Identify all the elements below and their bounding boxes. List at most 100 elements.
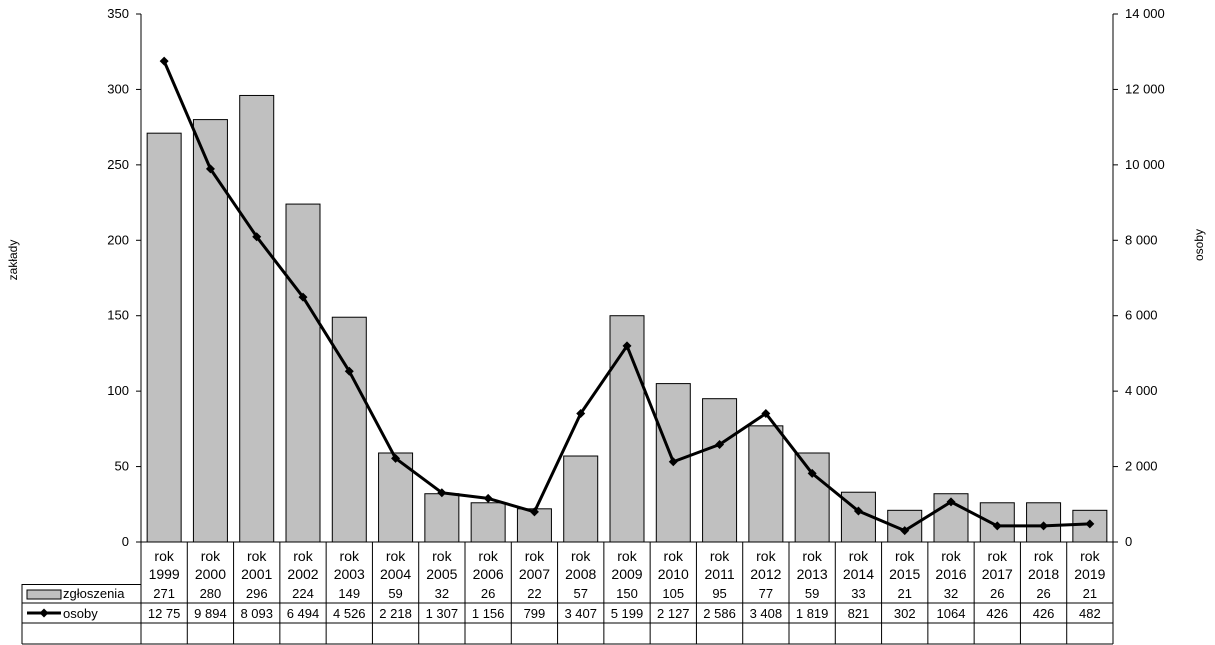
line-point: [946, 497, 956, 507]
x-tick-label: 2005: [426, 566, 457, 582]
y-axis-left-title: zakłady: [6, 240, 20, 281]
x-tick-label: 2017: [982, 566, 1013, 582]
line-point: [252, 232, 262, 242]
y-tick-label-left: 150: [107, 308, 129, 323]
data-label: 482: [1079, 606, 1101, 621]
data-label: 296: [246, 586, 268, 601]
data-label: 271: [153, 586, 175, 601]
x-tick-label: rok: [247, 548, 267, 564]
x-tick-label: rok: [293, 548, 313, 564]
bar: [609, 315, 645, 543]
data-label: 1 307: [426, 606, 459, 621]
data-label: 59: [388, 586, 402, 601]
x-tick-label: rok: [340, 548, 360, 564]
data-label: 821: [848, 606, 870, 621]
data-label: 149: [338, 586, 360, 601]
line-point: [437, 488, 447, 498]
line-point: [529, 507, 539, 517]
y-tick-label-left: 350: [107, 6, 129, 21]
x-tick-label: rok: [895, 548, 915, 564]
data-label: 1 819: [796, 606, 829, 621]
data-label: 95: [712, 586, 726, 601]
x-tick-label: rok: [432, 548, 452, 564]
line-point: [1085, 519, 1095, 529]
data-label: 59: [805, 586, 819, 601]
data-label: 150: [616, 586, 638, 601]
x-tick-label: 2004: [380, 566, 411, 582]
x-tick-label: 2019: [1074, 566, 1105, 582]
x-tick-label: rok: [710, 548, 730, 564]
y-tick-label-right: 0: [1125, 534, 1132, 549]
data-label: 77: [759, 586, 773, 601]
x-tick-label: 2013: [797, 566, 828, 582]
data-label: 426: [1033, 606, 1055, 621]
y-tick-label-right: 8 000: [1125, 232, 1158, 247]
bar: [239, 94, 275, 543]
legend-key-zgloszenia: [26, 589, 62, 600]
x-tick-label: rok: [478, 548, 498, 564]
data-label: 32: [435, 586, 449, 601]
legend-label: osoby: [63, 606, 98, 621]
data-label: 21: [1083, 586, 1097, 601]
data-label: 4 526: [333, 606, 366, 621]
bar: [424, 493, 460, 543]
data-label: 21: [897, 586, 911, 601]
y-tick-label-right: 10 000: [1125, 157, 1165, 172]
line-point: [298, 292, 308, 302]
x-tick-label: rok: [849, 548, 869, 564]
x-tick-label: rok: [941, 548, 961, 564]
y-tick-label-right: 4 000: [1125, 383, 1158, 398]
y-tick-label-right: 12 000: [1125, 81, 1165, 96]
data-label: 22: [527, 586, 541, 601]
y-tick-label-left: 50: [115, 459, 129, 474]
x-tick-label: rok: [525, 548, 545, 564]
data-label: 426: [986, 606, 1008, 621]
line-point: [992, 521, 1002, 531]
x-tick-label: rok: [201, 548, 221, 564]
data-label: 26: [1036, 586, 1050, 601]
data-label: 26: [990, 586, 1004, 601]
bar: [285, 203, 321, 543]
x-tick-label: rok: [617, 548, 637, 564]
line-point: [807, 468, 817, 478]
bar: [146, 132, 182, 543]
line-point: [391, 453, 401, 463]
data-label: 6 494: [287, 606, 320, 621]
line-point: [622, 341, 632, 351]
data-label: 32: [944, 586, 958, 601]
line-point: [159, 56, 169, 66]
line-point: [761, 408, 771, 418]
x-tick-label: 2000: [195, 566, 226, 582]
y-tick-label-right: 14 000: [1125, 6, 1165, 21]
x-tick-label: 2008: [565, 566, 596, 582]
line-point: [1039, 521, 1049, 531]
y-tick-label-left: 250: [107, 157, 129, 172]
data-label: 12 75: [148, 606, 181, 621]
bar: [794, 452, 830, 543]
data-label: 1 156: [472, 606, 505, 621]
x-tick-label: 2001: [241, 566, 272, 582]
x-tick-label: 2014: [843, 566, 874, 582]
data-label: 799: [524, 606, 546, 621]
data-label: 26: [481, 586, 495, 601]
x-tick-label: rok: [154, 548, 174, 564]
data-label: 280: [200, 586, 222, 601]
legend-key-marker: [39, 608, 49, 618]
bar: [702, 398, 738, 543]
x-tick-label: rok: [664, 548, 684, 564]
data-label: 2 586: [703, 606, 736, 621]
data-label: 3 408: [750, 606, 783, 621]
y-tick-label-left: 300: [107, 81, 129, 96]
data-label: 3 407: [564, 606, 597, 621]
y-tick-label-left: 0: [122, 534, 129, 549]
line-point: [900, 526, 910, 536]
x-tick-label: rok: [756, 548, 776, 564]
x-tick-label: 2015: [889, 566, 920, 582]
x-tick-label: rok: [988, 548, 1008, 564]
x-tick-label: 2007: [519, 566, 550, 582]
x-tick-label: rok: [802, 548, 822, 564]
y-tick-label-right: 2 000: [1125, 459, 1158, 474]
data-label: 302: [894, 606, 916, 621]
x-tick-label: 2016: [935, 566, 966, 582]
